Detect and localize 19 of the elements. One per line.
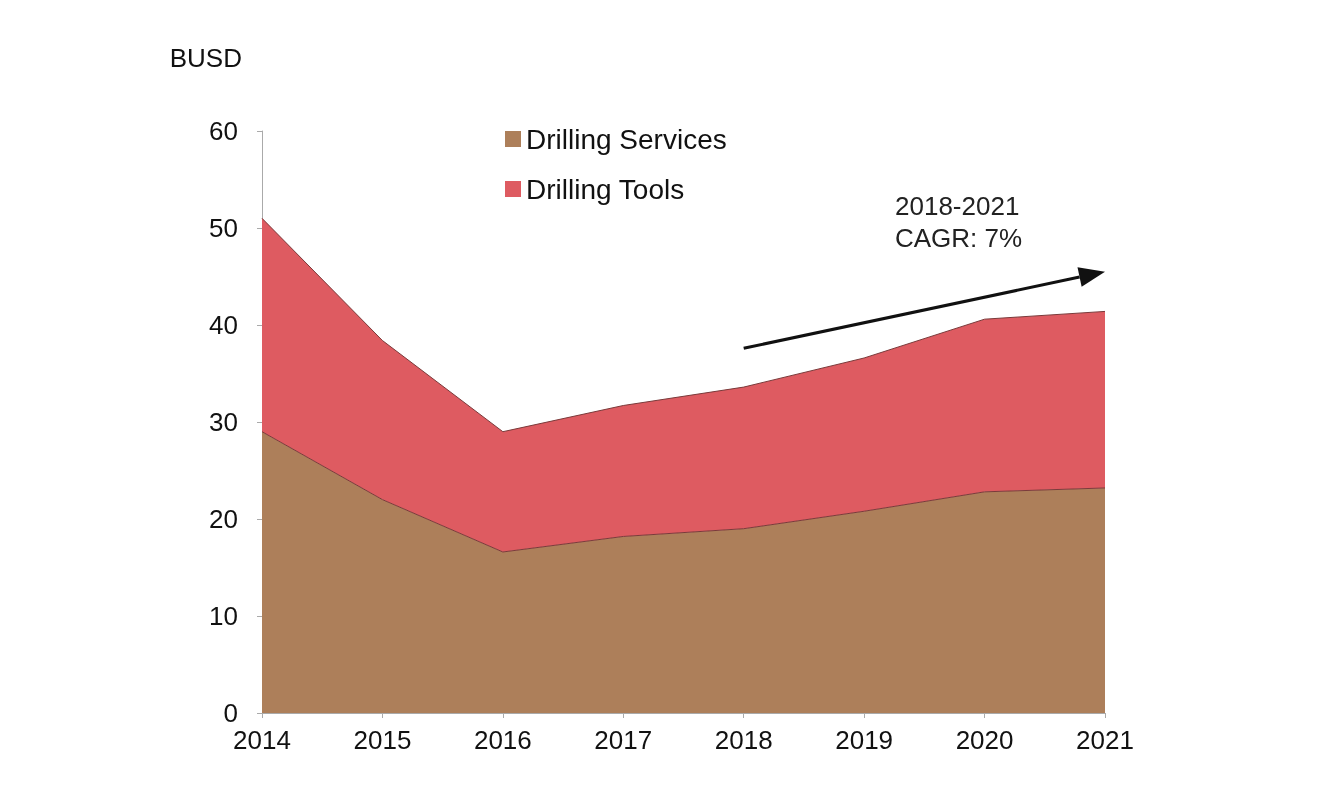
x-tick-label: 2017 xyxy=(594,725,653,755)
x-tick-label: 2014 xyxy=(233,725,291,755)
legend-label: Drilling Services xyxy=(526,123,727,155)
y-axis-title: BUSD xyxy=(169,43,242,73)
y-tick-label: 40 xyxy=(209,310,238,340)
x-tick-label: 2018 xyxy=(714,725,773,755)
x-tick-label: 2016 xyxy=(473,725,532,755)
x-tick-label: 2020 xyxy=(955,725,1014,755)
x-tick-label: 2021 xyxy=(1076,725,1134,755)
legend-label: Drilling Tools xyxy=(526,173,685,205)
x-tick-label: 2019 xyxy=(835,725,894,755)
y-tick-label: 50 xyxy=(209,213,238,243)
y-tick-label: 60 xyxy=(209,116,238,146)
y-tick-label: 20 xyxy=(209,504,238,534)
y-tick-label: 0 xyxy=(223,698,238,728)
y-tick-label: 10 xyxy=(209,601,238,631)
x-tick-label: 2015 xyxy=(353,725,412,755)
y-tick-label: 30 xyxy=(209,407,238,437)
annotation: 2018-2021 CAGR: 7% xyxy=(895,189,1023,254)
